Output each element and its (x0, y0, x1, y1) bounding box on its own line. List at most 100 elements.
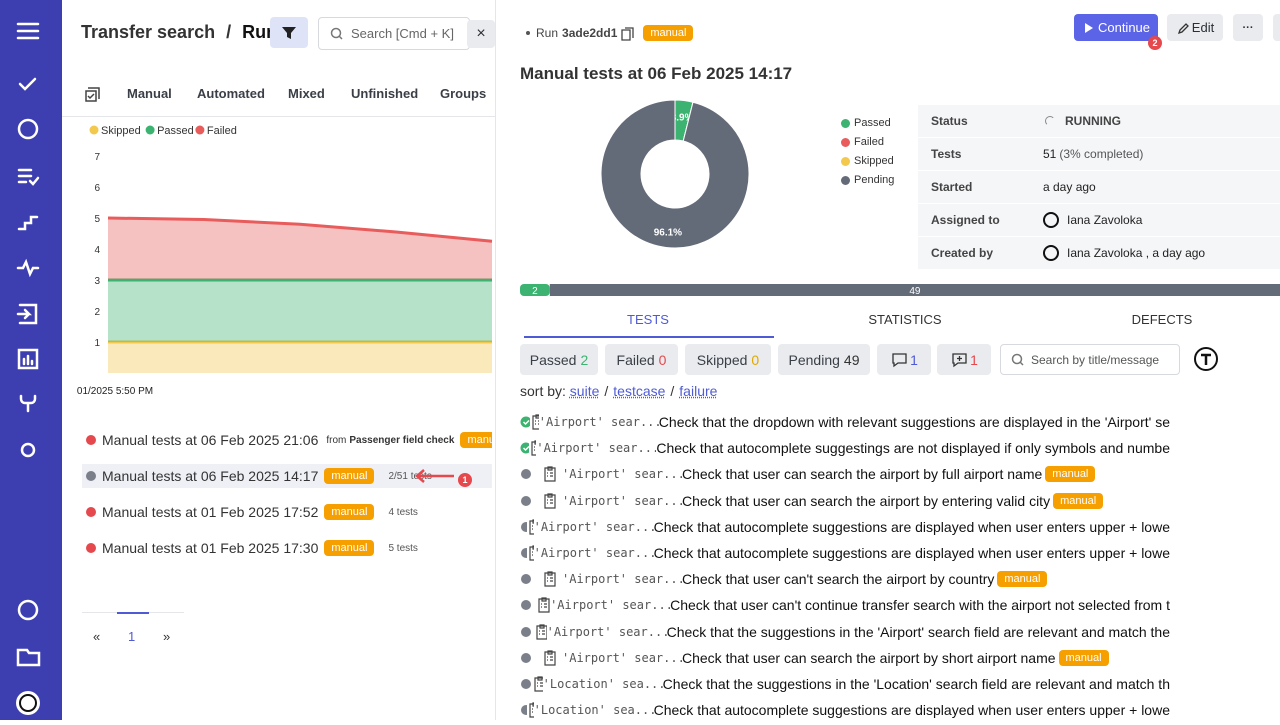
detail-tab[interactable]: STATISTICS (868, 312, 942, 327)
global-search[interactable]: Search [Cmd + K] (318, 17, 470, 50)
folder-icon[interactable] (16, 648, 41, 667)
tab[interactable]: Unfinished (351, 86, 419, 101)
plans-icon[interactable] (17, 168, 40, 186)
import-icon[interactable] (16, 303, 38, 325)
detail-tab[interactable]: DEFECTS (1131, 312, 1193, 327)
test-row[interactable]: 'Airport' sear... Check that user can sea… (520, 463, 1170, 485)
filter-button[interactable]: Pending 49 (778, 344, 870, 375)
filter-button[interactable]: Passed 2 (520, 344, 598, 375)
legend-swatch (841, 156, 850, 166)
test-title: Check that autocomplete suggestings are … (656, 440, 1170, 457)
test-row[interactable]: 'Airport' sear... Check that the dropdown… (520, 411, 1170, 433)
legend-item: Skipped (841, 155, 894, 167)
test-suite: 'Airport' sear... (546, 624, 667, 639)
filter-count: 0 (751, 351, 760, 368)
slice-label: 3.9% (671, 112, 694, 123)
test-row[interactable]: 'Airport' sear... Check that user can sea… (520, 490, 1170, 512)
runs-panel: Transfer search / Runs Search [Cmd + K] … (62, 0, 496, 720)
clipboard-icon (544, 650, 556, 666)
filter-button[interactable]: Skipped 0 (685, 344, 771, 375)
run-id: 3ade2dd1 (562, 26, 618, 40)
search-icon (330, 27, 343, 40)
filter-label: Pending (788, 351, 840, 368)
icon (544, 571, 556, 587)
annotation-arrow (415, 469, 454, 483)
test-title: Check that user can search the airport b… (682, 649, 1056, 666)
legend-swatch (145, 125, 155, 135)
run-count: 2/51 tests (388, 470, 432, 482)
test-row[interactable]: 'Airport' sear... Check that the suggesti… (520, 621, 1170, 643)
help-icon[interactable] (17, 599, 39, 621)
analytics-icon[interactable] (17, 348, 39, 370)
logo-ring (19, 694, 37, 712)
tab[interactable]: Groups (440, 86, 487, 101)
filter-button[interactable] (270, 17, 308, 48)
icon (538, 597, 550, 613)
sort-option[interactable]: failure (679, 383, 718, 399)
test-row[interactable]: 'Airport' sear... Check that autocomplete… (520, 516, 1170, 538)
tab[interactable]: Mixed (288, 86, 325, 101)
run-item[interactable]: Manual tests at 01 Feb 2025 17:30 manual 5… (82, 536, 492, 560)
icon (529, 519, 534, 535)
tester-logo[interactable] (1193, 346, 1221, 374)
page-link[interactable]: » (163, 629, 171, 644)
status-dot (521, 574, 531, 585)
y-tick-label: 2 (94, 307, 100, 318)
test-title: Check that autocomplete suggestions are … (653, 518, 1170, 535)
sort-option[interactable]: testcase (613, 383, 666, 399)
detail-tab[interactable]: TESTS (627, 312, 669, 327)
test-row[interactable]: 'Airport' sear... Check that user can't s… (520, 568, 1170, 590)
test-row[interactable]: 'Airport' sear... Check that user can sea… (520, 647, 1170, 669)
play-icon (1084, 22, 1093, 33)
breadcrumb-project[interactable]: Transfer search (81, 22, 216, 42)
test-title: Check that user can't continue transfer … (670, 597, 1170, 614)
menu-icon[interactable] (16, 22, 40, 40)
test-suite: 'Airport' sear... (562, 493, 682, 508)
test-row[interactable]: 'Airport' sear... Check that user can't c… (520, 594, 1170, 616)
settings-icon[interactable] (20, 442, 36, 458)
filter-button[interactable]: Failed 0 (605, 344, 678, 375)
run-title: Manual tests at 06 Feb 2025 21:06 (102, 432, 319, 448)
page-link[interactable]: « (93, 629, 101, 644)
test-row[interactable]: 'Location' sea... Check that autocomplete… (520, 699, 1170, 720)
more-button[interactable]: ··· (1233, 14, 1263, 41)
test-search[interactable]: Search by title/message (1000, 344, 1180, 375)
test-row[interactable]: 'Location' sea... Check that the suggesti… (520, 673, 1170, 695)
status-dot (521, 521, 528, 532)
status-icon (521, 574, 531, 585)
filter-count: 2 (580, 351, 589, 368)
test-row[interactable]: 'Airport' sear... Check that autocomplete… (520, 542, 1170, 564)
progress-segment (520, 284, 550, 296)
close-button[interactable]: × (467, 20, 495, 48)
branch-icon[interactable] (19, 394, 37, 413)
donut-slice (600, 99, 750, 249)
sort-option[interactable]: suite (569, 383, 600, 399)
check-icon[interactable] (18, 77, 37, 91)
legend-label: Skipped (101, 125, 141, 137)
test-suite: 'Airport' sear... (536, 441, 657, 456)
copy-icon[interactable] (617, 25, 637, 41)
filter-button[interactable]: 1 (877, 344, 931, 375)
tab[interactable]: Automated (197, 86, 265, 101)
dot (526, 31, 530, 35)
runs-icon[interactable] (17, 118, 39, 140)
test-list: 'Airport' sear... Check that the dropdown… (520, 410, 1170, 720)
run-item[interactable]: Manual tests at 06 Feb 2025 21:06 from Pas… (82, 428, 492, 452)
select-icon[interactable] (84, 85, 102, 103)
continue-button[interactable]: Continue (1074, 14, 1158, 41)
sort-separator: / (604, 383, 609, 399)
steps-icon[interactable] (17, 215, 39, 231)
icon (892, 352, 907, 367)
icon (530, 440, 537, 456)
sidebar-icons (16, 22, 41, 715)
test-row[interactable]: 'Airport' sear... Check that autocomplete… (520, 437, 1170, 459)
extra-button[interactable] (1273, 14, 1280, 41)
tab[interactable]: Manual (127, 86, 172, 101)
run-item[interactable]: Manual tests at 01 Feb 2025 17:52 manual 4… (82, 500, 492, 524)
edit-button[interactable]: Edit (1167, 14, 1223, 41)
info-value: Iana Zavoloka , a day ago (1067, 246, 1206, 260)
filter-button[interactable]: 1 (937, 344, 991, 375)
test-suite: 'Airport' sear... (562, 467, 682, 482)
page-link[interactable]: 1 (128, 629, 136, 644)
pulse-icon[interactable] (16, 258, 40, 278)
